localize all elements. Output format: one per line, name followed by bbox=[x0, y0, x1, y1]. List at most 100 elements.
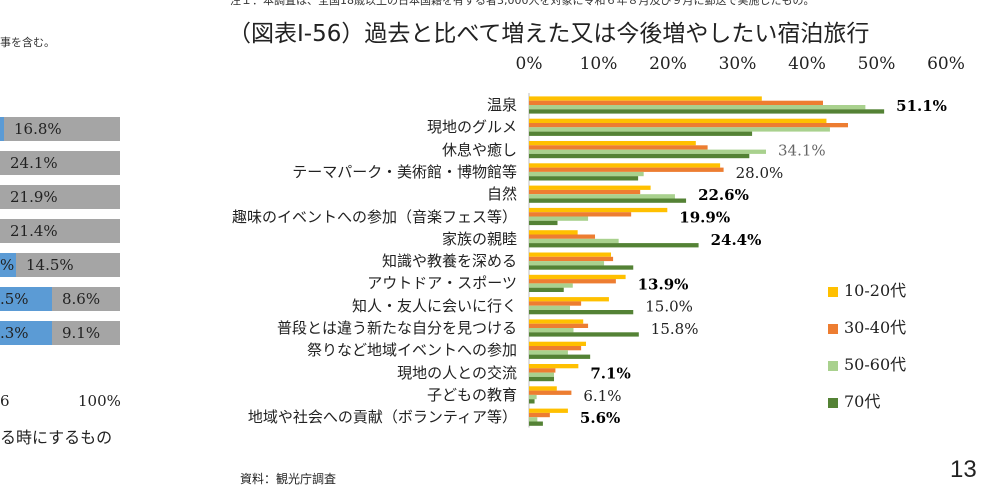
bar-50-60代 bbox=[529, 283, 573, 288]
bar-70代 bbox=[529, 310, 634, 315]
bar-10-20代 bbox=[529, 230, 578, 235]
bar-10-20代 bbox=[529, 274, 626, 280]
bar-50-60代 bbox=[529, 194, 675, 199]
bar-30-40代 bbox=[529, 123, 849, 128]
bar-50-60代 bbox=[529, 417, 538, 422]
left-bar-gray-label: 14.5% bbox=[26, 256, 74, 274]
bar-10-20代 bbox=[529, 364, 579, 369]
left-bar-gray-label: 21.9% bbox=[10, 188, 58, 206]
source-note: 資料：観光庁調査 bbox=[240, 472, 337, 486]
left-caption: る時にするもの bbox=[0, 428, 113, 447]
data-label: 24.4% bbox=[711, 231, 762, 249]
bar-70代 bbox=[529, 354, 591, 359]
bar-70代 bbox=[529, 287, 564, 292]
bar-30-40代 bbox=[529, 167, 724, 172]
bar-70代 bbox=[529, 421, 543, 426]
bar-10-20代 bbox=[529, 141, 696, 146]
legend-item: 50-60代 bbox=[828, 351, 906, 375]
bar-30-40代 bbox=[529, 145, 708, 150]
category-label: アウトドア・スポーツ bbox=[367, 274, 517, 293]
category-label: 子どもの教育 bbox=[426, 385, 517, 404]
x-tick-label: 10% bbox=[579, 54, 618, 74]
bar-10-20代 bbox=[529, 386, 557, 391]
left-bar-gray-label: 24.1% bbox=[10, 154, 58, 172]
left-bar-blue-segment bbox=[0, 287, 52, 311]
bar-70代 bbox=[529, 153, 750, 159]
legend-label: 50-60代 bbox=[844, 355, 907, 374]
legend-swatch bbox=[828, 323, 838, 334]
data-label: 7.1% bbox=[590, 365, 630, 383]
bar-10-20代 bbox=[529, 207, 668, 213]
bar-50-60代 bbox=[529, 394, 537, 400]
data-label: 19.9% bbox=[679, 209, 730, 227]
left-bar-blue-label: .3% bbox=[0, 324, 29, 342]
x-tick-label: 0% bbox=[515, 54, 543, 74]
left-bar-gray-label: 8.6% bbox=[62, 290, 101, 308]
bar-50-60代 bbox=[529, 216, 589, 221]
bar-50-60代 bbox=[529, 328, 574, 333]
category-label: 趣味のイベントへの参加（音楽フェス等） bbox=[231, 207, 517, 226]
bar-30-40代 bbox=[529, 279, 616, 284]
bar-10-20代 bbox=[529, 118, 827, 123]
data-label: 13.9% bbox=[638, 275, 689, 293]
bar-30-40代 bbox=[529, 212, 632, 217]
bar-50-60代 bbox=[529, 105, 866, 110]
category-label: 知人・友人に会いに行く bbox=[351, 296, 517, 315]
left-bar-gray-label: 9.1% bbox=[62, 324, 101, 342]
left-bar-blue-label: .5% bbox=[0, 290, 29, 308]
category-label: 現地のグルメ bbox=[426, 118, 517, 137]
bar-30-40代 bbox=[529, 323, 589, 328]
bar-70代 bbox=[529, 332, 639, 337]
legend-item: 10-20代 bbox=[828, 277, 906, 301]
legend-label: 30-40代 bbox=[844, 318, 907, 337]
bar-30-40代 bbox=[529, 256, 614, 262]
bar-70代 bbox=[529, 176, 639, 181]
bar-30-40代 bbox=[529, 301, 582, 306]
bar-30-40代 bbox=[529, 346, 582, 351]
bar-10-20代 bbox=[529, 319, 584, 324]
left-bar-gray-label: 21.4% bbox=[10, 222, 58, 240]
bar-30-40代 bbox=[529, 390, 572, 395]
bar-30-40代 bbox=[529, 100, 823, 105]
legend-item: 30-40代 bbox=[828, 314, 906, 338]
bar-10-20代 bbox=[529, 341, 586, 346]
bar-10-20代 bbox=[529, 408, 568, 413]
data-label: 28.0% bbox=[736, 164, 784, 182]
left-bar-gray-label: 16.8% bbox=[14, 120, 62, 138]
left-axis-hundred-label: 100% bbox=[78, 392, 121, 410]
data-label: 15.8% bbox=[651, 320, 699, 338]
left-bar-gray-segment bbox=[0, 219, 120, 243]
bar-10-20代 bbox=[529, 297, 609, 302]
bar-30-40代 bbox=[529, 189, 641, 195]
left-bar-blue-label: % bbox=[0, 256, 15, 274]
bar-10-20代 bbox=[529, 96, 762, 101]
bar-30-40代 bbox=[529, 412, 550, 418]
bar-50-60代 bbox=[529, 171, 644, 177]
data-label: 34.1% bbox=[778, 142, 826, 160]
category-label: 現地の人との交流 bbox=[397, 363, 517, 382]
left-bar-gray-segment bbox=[52, 321, 120, 345]
left-bar-blue-segment bbox=[0, 321, 52, 345]
category-label: 休息や癒し bbox=[441, 140, 517, 159]
category-label: 自然 bbox=[486, 185, 517, 204]
bar-50-60代 bbox=[529, 305, 571, 310]
bar-10-20代 bbox=[529, 252, 612, 257]
left-bar-gray-segment bbox=[0, 151, 120, 175]
left-bar-blue-segment bbox=[0, 253, 16, 277]
bar-50-60代 bbox=[529, 149, 766, 154]
bar-70代 bbox=[529, 198, 687, 203]
bar-30-40代 bbox=[529, 234, 596, 239]
page-number: 13 bbox=[950, 456, 977, 483]
category-label: 知識や教養を深める bbox=[381, 252, 517, 271]
data-label: 6.1% bbox=[583, 387, 621, 405]
left-bar-gray-segment bbox=[16, 253, 120, 277]
bar-50-60代 bbox=[529, 127, 830, 132]
bar-50-60代 bbox=[529, 350, 568, 355]
data-label: 5.6% bbox=[580, 409, 620, 427]
legend-label: 70代 bbox=[844, 392, 881, 411]
bar-70代 bbox=[529, 109, 885, 114]
data-label: 15.0% bbox=[645, 298, 693, 316]
legend-swatch bbox=[828, 286, 838, 297]
bar-70代 bbox=[529, 131, 753, 136]
